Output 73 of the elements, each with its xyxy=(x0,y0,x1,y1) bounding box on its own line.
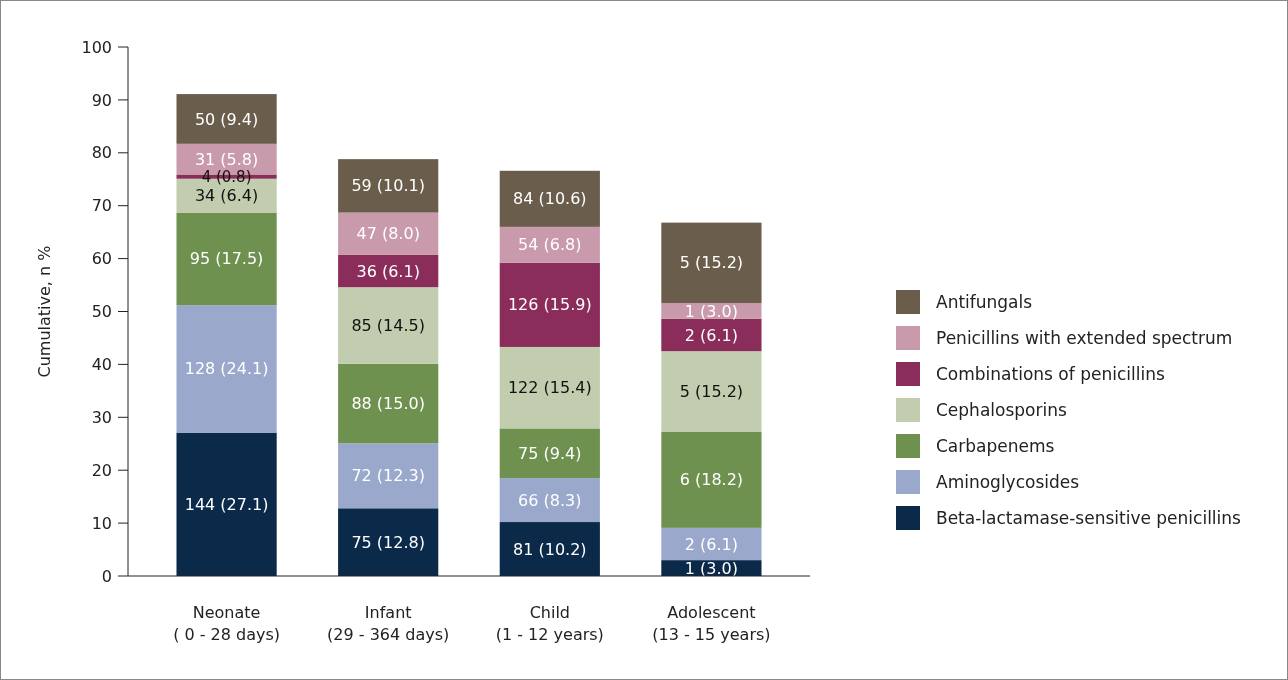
y-tick-label: 30 xyxy=(91,407,112,427)
bar xyxy=(661,318,762,352)
x-tick-label: Infant (29 - 364 days) xyxy=(327,603,450,644)
data-label: 66 (8.3) xyxy=(518,490,582,510)
bar xyxy=(176,212,277,306)
legend-label: Antifungals xyxy=(936,291,1033,312)
y-tick-label: 40 xyxy=(91,355,112,374)
bar xyxy=(661,527,762,561)
y-tick-label: 100 xyxy=(81,37,112,57)
y-tick-label: 70 xyxy=(91,196,112,216)
bar xyxy=(499,226,600,263)
data-label: 122 (15.4) xyxy=(507,378,592,398)
data-label: 72 (12.3) xyxy=(351,466,425,486)
data-label: 88 (15.0) xyxy=(351,394,425,414)
data-label: 84 (10.6) xyxy=(513,189,587,209)
data-label: 2 (6.1) xyxy=(684,325,739,345)
data-label: 95 (17.5) xyxy=(189,249,264,269)
data-label: 54 (6.8) xyxy=(518,235,582,255)
y-tick-label: 90 xyxy=(91,90,112,110)
data-label: 75 (12.8) xyxy=(351,532,425,552)
data-label: 75 (9.4) xyxy=(518,443,582,463)
y-axis-title: Cumulative, n % xyxy=(35,245,54,378)
bar xyxy=(661,431,762,528)
bar xyxy=(176,305,277,433)
data-label: 59 (10.1) xyxy=(351,176,425,196)
bar xyxy=(661,222,762,304)
bar xyxy=(499,428,600,479)
data-label: 47 (8.0) xyxy=(356,224,420,244)
y-tick-label: 50 xyxy=(91,302,112,322)
legend-label: Aminoglycosides xyxy=(936,471,1080,492)
bar xyxy=(499,170,600,227)
data-label: 2 (6.1) xyxy=(684,534,739,554)
bar xyxy=(499,262,600,347)
y-tick-label: 60 xyxy=(91,249,112,269)
legend-label: Cephalosporins xyxy=(936,399,1067,420)
bar xyxy=(338,508,439,576)
data-label: 128 (24.1) xyxy=(184,359,269,379)
data-label: 81 (10.2) xyxy=(513,539,587,559)
data-label: 4 (0.8) xyxy=(201,167,252,186)
x-tick-label: Child (1 - 12 years) xyxy=(495,603,604,644)
legend-label: Penicillins with extended spectrum xyxy=(936,327,1233,348)
y-tick-label: 20 xyxy=(91,460,112,480)
data-label: 1 (3.0) xyxy=(684,558,739,578)
data-label: 5 (15.2) xyxy=(679,253,744,273)
bar xyxy=(499,478,600,523)
bar xyxy=(499,346,600,429)
data-label: 36 (6.1) xyxy=(356,261,420,281)
legend-label: Beta-lactamase-sensitive penicillins xyxy=(936,507,1242,528)
bar xyxy=(499,522,600,576)
data-label: 5 (15.2) xyxy=(679,381,744,401)
legend-label: Carbapenems xyxy=(936,435,1055,456)
data-label: 31 (5.8) xyxy=(194,149,259,169)
data-label: 1 (3.0) xyxy=(684,301,739,321)
data-label: 126 (15.9) xyxy=(507,295,592,315)
y-tick-label: 80 xyxy=(91,143,112,163)
bar xyxy=(338,287,439,364)
bar xyxy=(176,432,277,576)
data-label: 34 (6.4) xyxy=(194,186,259,206)
y-tick-label: 10 xyxy=(91,513,112,533)
bar xyxy=(176,94,277,144)
bar xyxy=(338,212,439,255)
data-label: 85 (14.5) xyxy=(351,316,425,336)
legend-label: Combinations of penicillins xyxy=(936,363,1165,384)
bar xyxy=(338,363,439,444)
x-tick-label: Adolescent (13 - 15 years) xyxy=(652,603,771,644)
bar xyxy=(661,351,762,432)
data-label: 50 (9.4) xyxy=(194,109,259,129)
bar xyxy=(338,159,439,213)
y-tick-label: 0 xyxy=(101,566,112,586)
data-label: 6 (18.2) xyxy=(679,470,744,490)
bar xyxy=(338,443,439,509)
x-tick-label: Neonate ( 0 - 28 days) xyxy=(173,603,281,644)
data-label: 144 (27.1) xyxy=(184,494,269,514)
